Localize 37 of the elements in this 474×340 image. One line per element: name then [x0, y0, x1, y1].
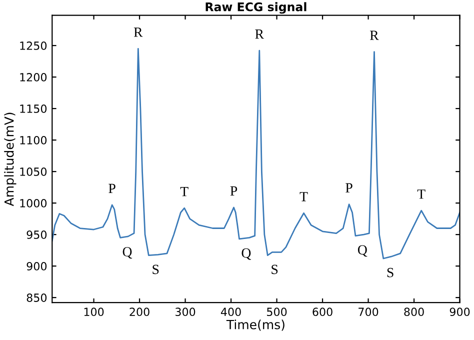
- annotation: P: [108, 184, 116, 194]
- annotation: R: [134, 28, 143, 37]
- annotation: S: [387, 268, 394, 278]
- y-tick-label: 1250: [20, 42, 47, 50]
- annotation: Q: [122, 247, 132, 259]
- x-tick-label: 400: [220, 308, 241, 316]
- y-tick-label: 1150: [20, 104, 47, 113]
- x-tick-label: 500: [267, 308, 287, 316]
- x-tick-label: 800: [404, 308, 424, 316]
- y-tick-label: 1050: [20, 168, 47, 176]
- line-series: [52, 48, 460, 260]
- annotation: T: [300, 192, 308, 202]
- x-tick-label: 900: [450, 308, 470, 316]
- y-tick-label: 900: [26, 262, 47, 270]
- y-tick-label: 850: [26, 294, 47, 302]
- annotation: P: [346, 183, 352, 192]
- x-tick-label: 100: [84, 308, 104, 316]
- y-tick-label: 1000: [20, 199, 47, 208]
- chart-title: Raw ECG signal: [206, 2, 306, 14]
- annotation: Q: [358, 245, 368, 257]
- annotation: P: [230, 186, 238, 196]
- annotation: Q: [242, 248, 251, 260]
- annotation: R: [370, 30, 379, 40]
- annotation: S: [152, 264, 159, 274]
- y-tick-label: 1100: [20, 136, 47, 144]
- x-tick-label: 600: [312, 308, 332, 316]
- annotation: T: [417, 190, 426, 199]
- annotation: S: [272, 264, 278, 274]
- y-tick-label: 950: [26, 230, 47, 239]
- x-tick-label: 300: [176, 308, 196, 316]
- x-axis-title: Time(ms): [226, 320, 284, 331]
- annotation: T: [180, 187, 188, 196]
- x-tick-label: 200: [130, 308, 150, 316]
- x-tick-label: 700: [358, 308, 378, 316]
- y-tick-label: 1200: [20, 73, 47, 82]
- y-axis-title: Amplitude(mV): [4, 112, 16, 206]
- annotation: R: [255, 30, 264, 39]
